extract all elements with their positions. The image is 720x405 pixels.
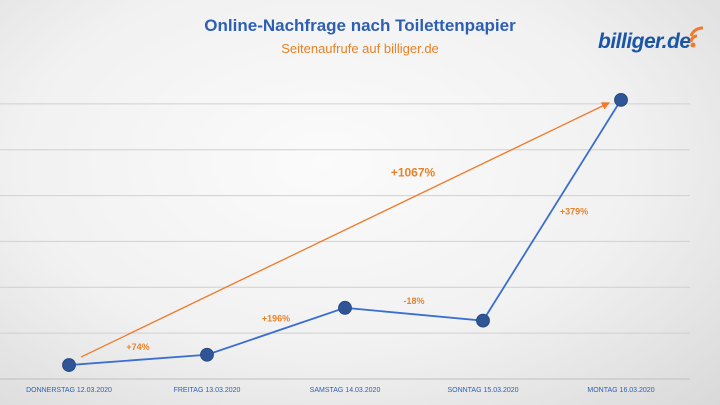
x-tick-label: MONTAG 16.03.2020 — [587, 387, 654, 394]
chart-subtitle: Seitenaufrufe auf billiger.de — [281, 41, 439, 56]
series-line-layer — [68, 99, 622, 366]
logo-text: billiger.de — [598, 30, 691, 53]
percent-change-label: +196% — [262, 313, 290, 323]
percent-change-label: +379% — [560, 206, 588, 216]
x-tick-label: DONNERSTAG 12.03.2020 — [26, 387, 112, 394]
data-point — [614, 92, 628, 107]
x-tick-label: SONNTAG 15.03.2020 — [447, 387, 518, 394]
gridlines — [0, 103, 690, 380]
data-point — [476, 313, 490, 328]
x-tick-label: SAMSTAG 14.03.2020 — [310, 387, 381, 394]
data-point — [200, 347, 214, 362]
growth-arrow — [80, 102, 610, 358]
percent-change-label: +74% — [126, 342, 149, 352]
x-axis: DONNERSTAG 12.03.2020 FREITAG 13.03.2020 S… — [26, 387, 655, 394]
growth-arrow-layer — [80, 102, 610, 358]
x-tick-label: FREITAG 13.03.2020 — [174, 387, 241, 394]
percent-change-label: -18% — [403, 296, 424, 306]
data-point — [338, 300, 352, 315]
series-line — [68, 99, 622, 366]
signal-waves-icon — [689, 26, 704, 48]
chart-title: Online-Nachfrage nach Toilettenpapier — [204, 16, 516, 35]
total-growth-label: +1067% — [391, 165, 436, 179]
data-points-layer — [62, 92, 628, 372]
data-point — [62, 358, 76, 372]
billiger-logo: billiger.de — [598, 26, 714, 56]
annotation-layer: +74% +196% -18% +379% +1067% — [126, 165, 588, 351]
